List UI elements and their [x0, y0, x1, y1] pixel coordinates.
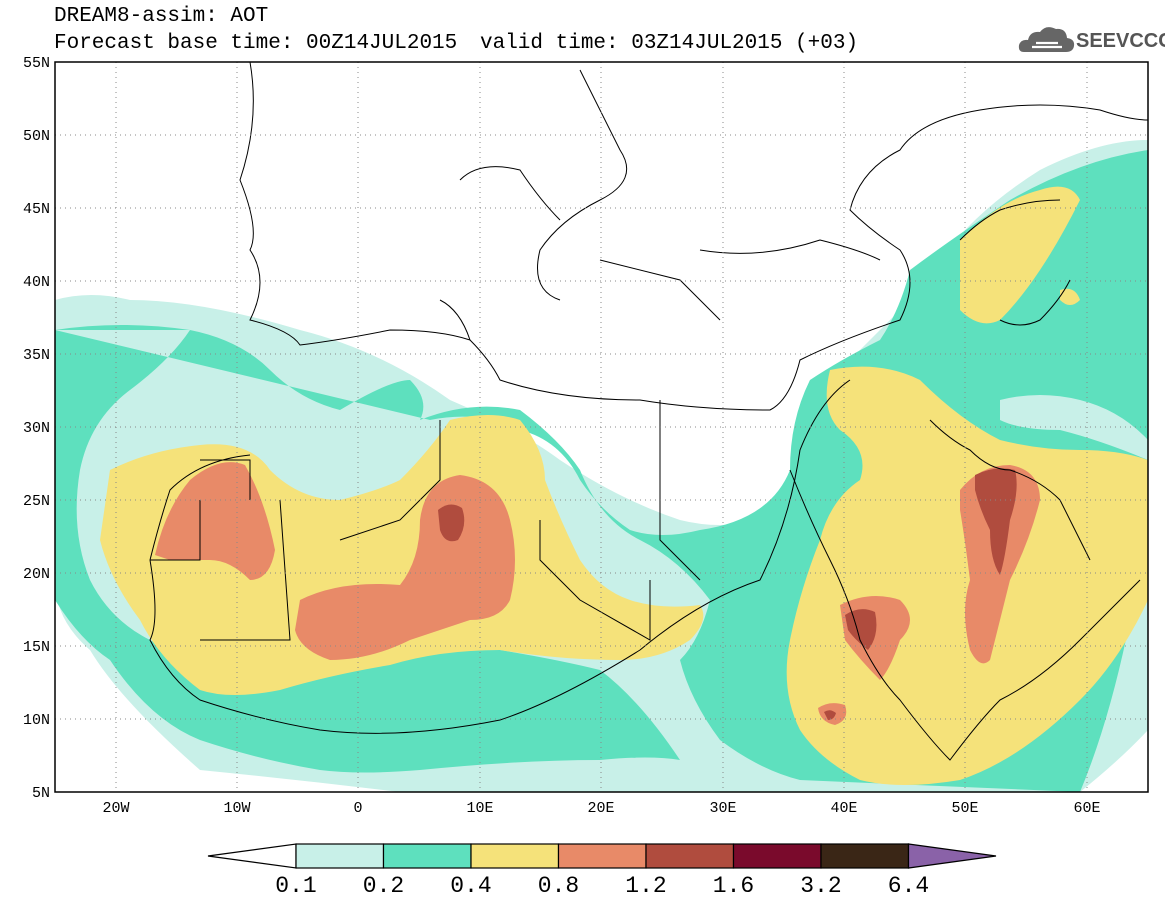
colorbar-high-arrow: [907, 843, 997, 869]
grid-lines: [55, 62, 1148, 792]
logo-text: SEEVCCC: [1076, 30, 1165, 52]
colorbar-swatch: [382, 843, 472, 869]
colorbar-labels: 0.1 0.2 0.4 0.8 1.2 1.6 3.2 6.4: [275, 873, 929, 899]
cloud-icon: [1018, 27, 1075, 52]
lat-label: 40N: [23, 274, 50, 291]
colorbar: [207, 843, 997, 869]
lon-label: 20W: [102, 800, 129, 817]
lon-label: 40E: [830, 800, 857, 817]
lon-label: 60E: [1073, 800, 1100, 817]
colorbar-swatch: [295, 843, 385, 869]
valid-time: valid time: 03Z14JUL2015 (+03): [480, 32, 859, 55]
lon-label: 20E: [587, 800, 614, 817]
lat-label: 35N: [23, 347, 50, 364]
aot-contour-fields: [55, 140, 1148, 792]
lon-label: 30E: [709, 800, 736, 817]
lat-label: 50N: [23, 128, 50, 145]
colorbar-label: 0.1: [275, 873, 316, 899]
lon-label: 0: [353, 800, 362, 817]
lon-labels: 20W 10W 0 10E 20E 30E 40E 50E 60E: [102, 800, 1100, 817]
chart-title: DREAM8-assim: AOT: [54, 5, 269, 28]
lat-labels: 55N 50N 45N 40N 35N 30N 25N 20N 15N 10N …: [23, 55, 50, 802]
lat-label: 5N: [32, 785, 50, 802]
plot-frame: [54, 61, 1149, 793]
lat-label: 30N: [23, 420, 50, 437]
colorbar-label: 1.2: [625, 873, 666, 899]
colorbar-swatch: [820, 843, 910, 869]
colorbar-label: 0.4: [450, 873, 491, 899]
lon-label: 10E: [466, 800, 493, 817]
aot-band-1.2: [438, 468, 1017, 720]
colorbar-swatch: [470, 843, 560, 869]
colorbar-label: 0.8: [538, 873, 579, 899]
lat-label: 20N: [23, 566, 50, 583]
lon-label: 10W: [223, 800, 250, 817]
colorbar-low-arrow: [207, 843, 297, 869]
lat-label: 15N: [23, 639, 50, 656]
colorbar-label: 1.6: [713, 873, 754, 899]
colorbar-swatch: [557, 843, 647, 869]
colorbar-swatch: [645, 843, 735, 869]
lon-label: 50E: [951, 800, 978, 817]
colorbar-swatch: [732, 843, 822, 869]
lat-label: 45N: [23, 201, 50, 218]
lat-label: 25N: [23, 493, 50, 510]
forecast-base-time: Forecast base time: 00Z14JUL2015: [54, 32, 458, 55]
colorbar-label: 0.2: [363, 873, 404, 899]
coastlines: [149, 62, 1148, 761]
colorbar-label: 6.4: [888, 873, 929, 899]
lat-label: 10N: [23, 712, 50, 729]
colorbar-label: 3.2: [800, 873, 841, 899]
lat-label: 55N: [23, 55, 50, 72]
